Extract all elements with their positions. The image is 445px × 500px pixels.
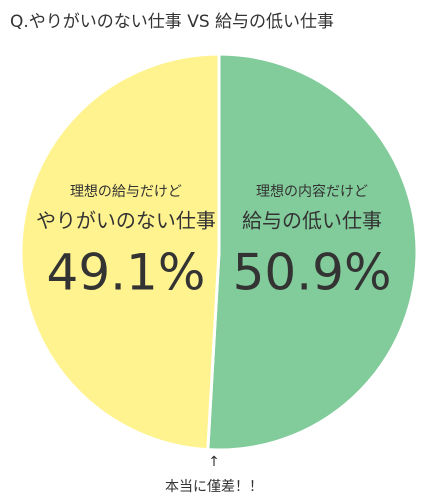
annotation-arrow: ↑ [208,454,220,470]
pie-slice [206,52,419,452]
slice-note: 理想の給与だけど [70,184,182,200]
annotation: 本当に僅差！！ [165,479,263,495]
pie-slice [19,52,221,452]
slice-label: 給与の低い仕事 [242,209,382,233]
slice-note: 理想の内容だけど [256,183,368,200]
chart-title: Q.やりがいのない仕事 VS 給与の低い仕事 [10,12,334,32]
value-label: 49.1% [47,244,206,302]
value-label: 50.9% [233,244,392,302]
slice-label: やりがいのない仕事 [36,209,216,233]
